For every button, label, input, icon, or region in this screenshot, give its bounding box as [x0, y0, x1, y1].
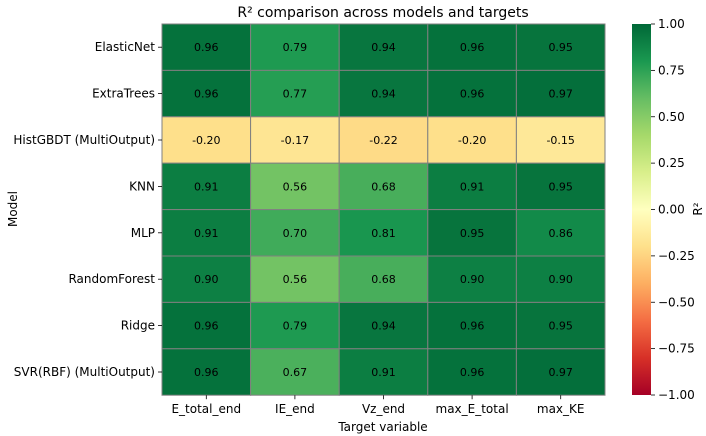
- colorbar-tick-label: 0.00: [658, 203, 685, 217]
- x-axis-label: Target variable: [337, 420, 427, 434]
- heatmap-cell: [338, 162, 429, 211]
- heatmap-cell: [427, 162, 517, 211]
- y-tick-label: RandomForest: [68, 272, 155, 286]
- cell-value-label: 0.91: [371, 366, 396, 379]
- colorbar-tick-label: −1.00: [658, 388, 695, 402]
- cell-value-label: 0.79: [283, 320, 308, 333]
- x-tick-label: max_E_total: [436, 402, 509, 416]
- heatmap-cell: [250, 23, 340, 71]
- cell-value-label: 0.96: [194, 41, 219, 54]
- cell-value-label: 0.91: [194, 180, 219, 193]
- heatmap-cell: [250, 348, 340, 396]
- cell-value-label: 0.81: [371, 227, 396, 240]
- heatmap-cell: [338, 69, 429, 118]
- colorbar-tick-label: 0.75: [658, 63, 685, 77]
- cell-value-label: 0.96: [194, 320, 219, 333]
- chart-title: R² comparison across models and targets: [237, 5, 528, 21]
- colorbar-tick-label: −0.75: [658, 342, 695, 356]
- cell-value-label: -0.17: [281, 134, 309, 147]
- heatmap-cell: [515, 348, 606, 396]
- x-tick-label: E_total_end: [171, 402, 241, 416]
- colorbar-tick-label: 1.00: [658, 17, 685, 31]
- cell-value-label: 0.96: [460, 366, 485, 379]
- y-tick-label: SVR(RBF) (MultiOutput): [14, 365, 155, 379]
- heatmap-cell: [515, 162, 606, 211]
- cell-value-label: 0.67: [283, 366, 308, 379]
- cell-value-label: -0.15: [546, 134, 574, 147]
- heatmap-cell: [338, 255, 429, 303]
- heatmap-cell: [515, 209, 606, 257]
- cell-value-label: 0.95: [548, 41, 573, 54]
- heatmap-cell: [161, 348, 252, 396]
- heatmap-cell: [161, 23, 252, 71]
- cell-value-label: 0.91: [194, 227, 219, 240]
- heatmap-cell: [250, 255, 340, 303]
- cell-value-label: -0.20: [192, 134, 220, 147]
- cell-value-label: 0.94: [371, 41, 396, 54]
- cell-value-label: 0.94: [371, 88, 396, 101]
- cell-value-label: 0.95: [460, 227, 485, 240]
- heatmap-cell: [338, 209, 429, 257]
- cell-value-label: 0.77: [283, 88, 308, 101]
- heatmap-cell: [161, 301, 252, 350]
- heatmap-cell: [427, 255, 517, 303]
- x-tick-label: IE_end: [275, 402, 315, 416]
- heatmap-cell: [427, 116, 517, 164]
- colorbar-tick-label: 0.50: [658, 110, 685, 124]
- colorbar-label: R²: [691, 202, 705, 215]
- colorbar-tick-label: 0.25: [658, 156, 685, 170]
- cell-value-label: 0.96: [194, 366, 219, 379]
- cell-value-label: 0.94: [371, 320, 396, 333]
- cell-value-label: 0.97: [548, 88, 573, 101]
- y-axis-label: Model: [6, 191, 20, 227]
- y-tick-label: ExtraTrees: [92, 87, 155, 101]
- cell-value-label: 0.90: [548, 273, 573, 286]
- colorbar-tick-label: −0.50: [658, 295, 695, 309]
- cell-value-label: 0.79: [283, 41, 308, 54]
- heatmap-cell: [161, 209, 252, 257]
- heatmap-cell: [515, 69, 606, 118]
- y-tick-label: ElasticNet: [95, 40, 156, 54]
- cell-value-label: -0.20: [458, 134, 486, 147]
- cell-value-label: 0.70: [283, 227, 308, 240]
- heatmap-cell: [250, 116, 340, 164]
- cell-value-label: 0.91: [460, 180, 485, 193]
- cell-value-label: 0.95: [548, 180, 573, 193]
- x-tick-label: max_KE: [537, 402, 585, 416]
- heatmap-cell: [427, 348, 517, 396]
- cell-value-label: 0.96: [460, 41, 485, 54]
- colorbar-tick-label: −0.25: [658, 249, 695, 263]
- cell-value-label: 0.68: [371, 273, 396, 286]
- heatmap-cell: [250, 162, 340, 211]
- y-tick-label: MLP: [131, 226, 155, 240]
- cell-value-label: 0.90: [194, 273, 219, 286]
- heatmap-cell: [515, 255, 606, 303]
- cell-value-label: 0.96: [194, 88, 219, 101]
- y-tick-label: Ridge: [121, 319, 155, 333]
- y-tick-label: HistGBDT (MultiOutput): [13, 133, 155, 147]
- cell-value-label: 0.56: [283, 273, 308, 286]
- cell-value-label: 0.68: [371, 180, 396, 193]
- colorbar: [632, 24, 651, 395]
- heatmap-cell: [338, 348, 429, 396]
- cell-value-label: 0.96: [460, 88, 485, 101]
- x-tick-label: Vz_end: [362, 402, 405, 416]
- cell-value-label: -0.22: [369, 134, 397, 147]
- cell-value-label: 0.56: [283, 180, 308, 193]
- cell-value-label: 0.95: [548, 320, 573, 333]
- cell-value-label: 0.97: [548, 366, 573, 379]
- cell-value-label: 0.96: [460, 320, 485, 333]
- heatmap-cell: [250, 209, 340, 257]
- y-tick-label: KNN: [129, 179, 155, 193]
- cell-value-label: 0.90: [460, 273, 485, 286]
- cell-value-label: 0.86: [548, 227, 573, 240]
- heatmap-cell: [338, 23, 429, 71]
